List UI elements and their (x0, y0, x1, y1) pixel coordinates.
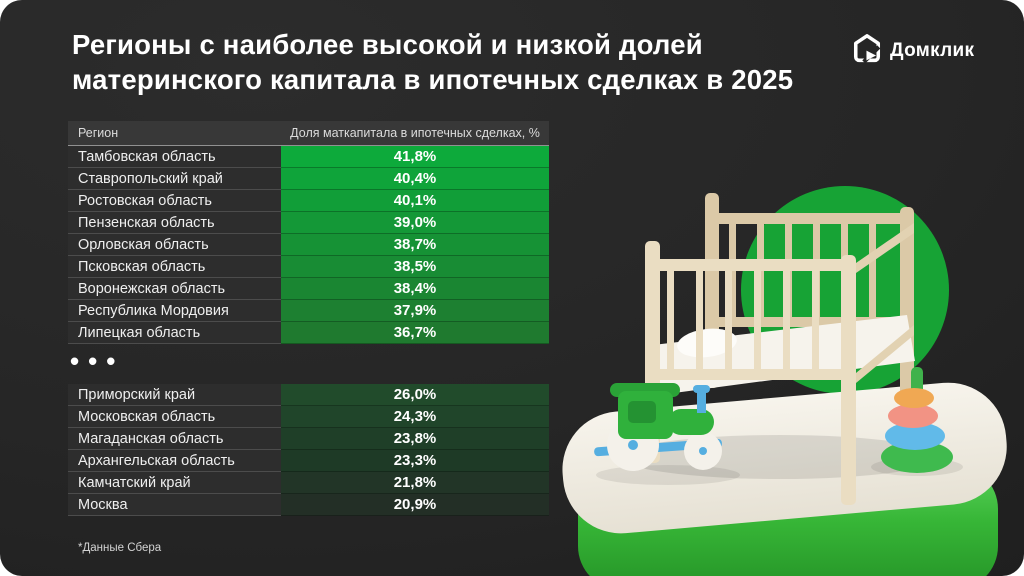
region-value: 21,8% (281, 472, 549, 494)
region-value: 41,8% (281, 146, 549, 168)
regions-table: Регион Доля маткапитала в ипотечных сдел… (68, 121, 549, 344)
wooden-crib (645, 193, 915, 505)
header-region: Регион (78, 126, 119, 140)
table-row: Москва 20,9% (68, 494, 549, 516)
region-value: 38,4% (281, 278, 549, 300)
region-name: Воронежская область (68, 278, 281, 300)
table-row: Магаданская область 23,8% (68, 428, 549, 450)
page-title: Регионы с наиболее высокой и низкой доле… (72, 27, 872, 97)
domclick-logo: Домклик (852, 33, 974, 68)
region-value: 36,7% (281, 322, 549, 344)
logo-wordmark: Домклик (890, 39, 975, 61)
region-name: Ростовская область (68, 190, 281, 212)
region-value: 24,3% (281, 406, 549, 428)
table-row: Липецкая область 36,7% (68, 322, 549, 344)
page-title-line2: материнского капитала в ипотечных сделка… (72, 64, 794, 95)
house-icon (852, 33, 882, 68)
region-name: Московская область (68, 406, 281, 428)
region-value: 20,9% (281, 494, 549, 516)
green-podium (578, 465, 998, 576)
green-circle-backdrop (741, 186, 949, 394)
table-row: Республика Мордовия 37,9% (68, 300, 549, 322)
region-value: 37,9% (281, 300, 549, 322)
table-row: Камчатский край 21,8% (68, 472, 549, 494)
table-row: Орловская область 38,7% (68, 234, 549, 256)
source-footnote: *Данные Сбера (78, 542, 162, 554)
table-row: Ростовская область 40,1% (68, 190, 549, 212)
table-row: Пензенская область 39,0% (68, 212, 549, 234)
top-regions-rows: Тамбовская область 41,8% Ставропольский кр… (68, 146, 549, 344)
region-name: Приморский край (68, 384, 281, 406)
region-name: Магаданская область (68, 428, 281, 450)
region-name: Липецкая область (68, 322, 281, 344)
table-row: Приморский край 26,0% (68, 384, 549, 406)
region-name: Орловская область (68, 234, 281, 256)
table-row: Московская область 24,3% (68, 406, 549, 428)
page-title-line1: Регионы с наиболее высокой и низкой доле… (72, 29, 703, 60)
bottom-regions-rows: Приморский край 26,0% Московская область 24… (68, 384, 549, 516)
region-name: Пензенская область (68, 212, 281, 234)
table-header: Регион Доля маткапитала в ипотечных сдел… (68, 121, 549, 146)
region-name: Архангельская область (68, 450, 281, 472)
ellipsis-separator: ••• (70, 346, 125, 376)
table-row: Ставропольский край 40,4% (68, 168, 549, 190)
nursery-crib-illustration (562, 186, 1007, 576)
region-value: 23,8% (281, 428, 549, 450)
region-name: Москва (68, 494, 281, 516)
table-row: Архангельская область 23,3% (68, 450, 549, 472)
region-value: 40,4% (281, 168, 549, 190)
table-row: Псковская область 38,5% (68, 256, 549, 278)
region-name: Тамбовская область (68, 146, 281, 168)
region-name: Ставропольский край (68, 168, 281, 190)
white-mat (562, 382, 1007, 534)
region-value: 38,5% (281, 256, 549, 278)
region-value: 23,3% (281, 450, 549, 472)
header-share: Доля маткапитала в ипотечных сделках, % (290, 126, 540, 140)
region-value: 40,1% (281, 190, 549, 212)
stacking-pyramid-toy (871, 367, 963, 476)
region-name: Камчатский край (68, 472, 281, 494)
region-name: Республика Мордовия (68, 300, 281, 322)
region-name: Псковская область (68, 256, 281, 278)
region-value: 38,7% (281, 234, 549, 256)
table-row: Тамбовская область 41,8% (68, 146, 549, 168)
region-value: 26,0% (281, 384, 549, 406)
toy-train (594, 383, 740, 485)
region-value: 39,0% (281, 212, 549, 234)
table-row: Воронежская область 38,4% (68, 278, 549, 300)
